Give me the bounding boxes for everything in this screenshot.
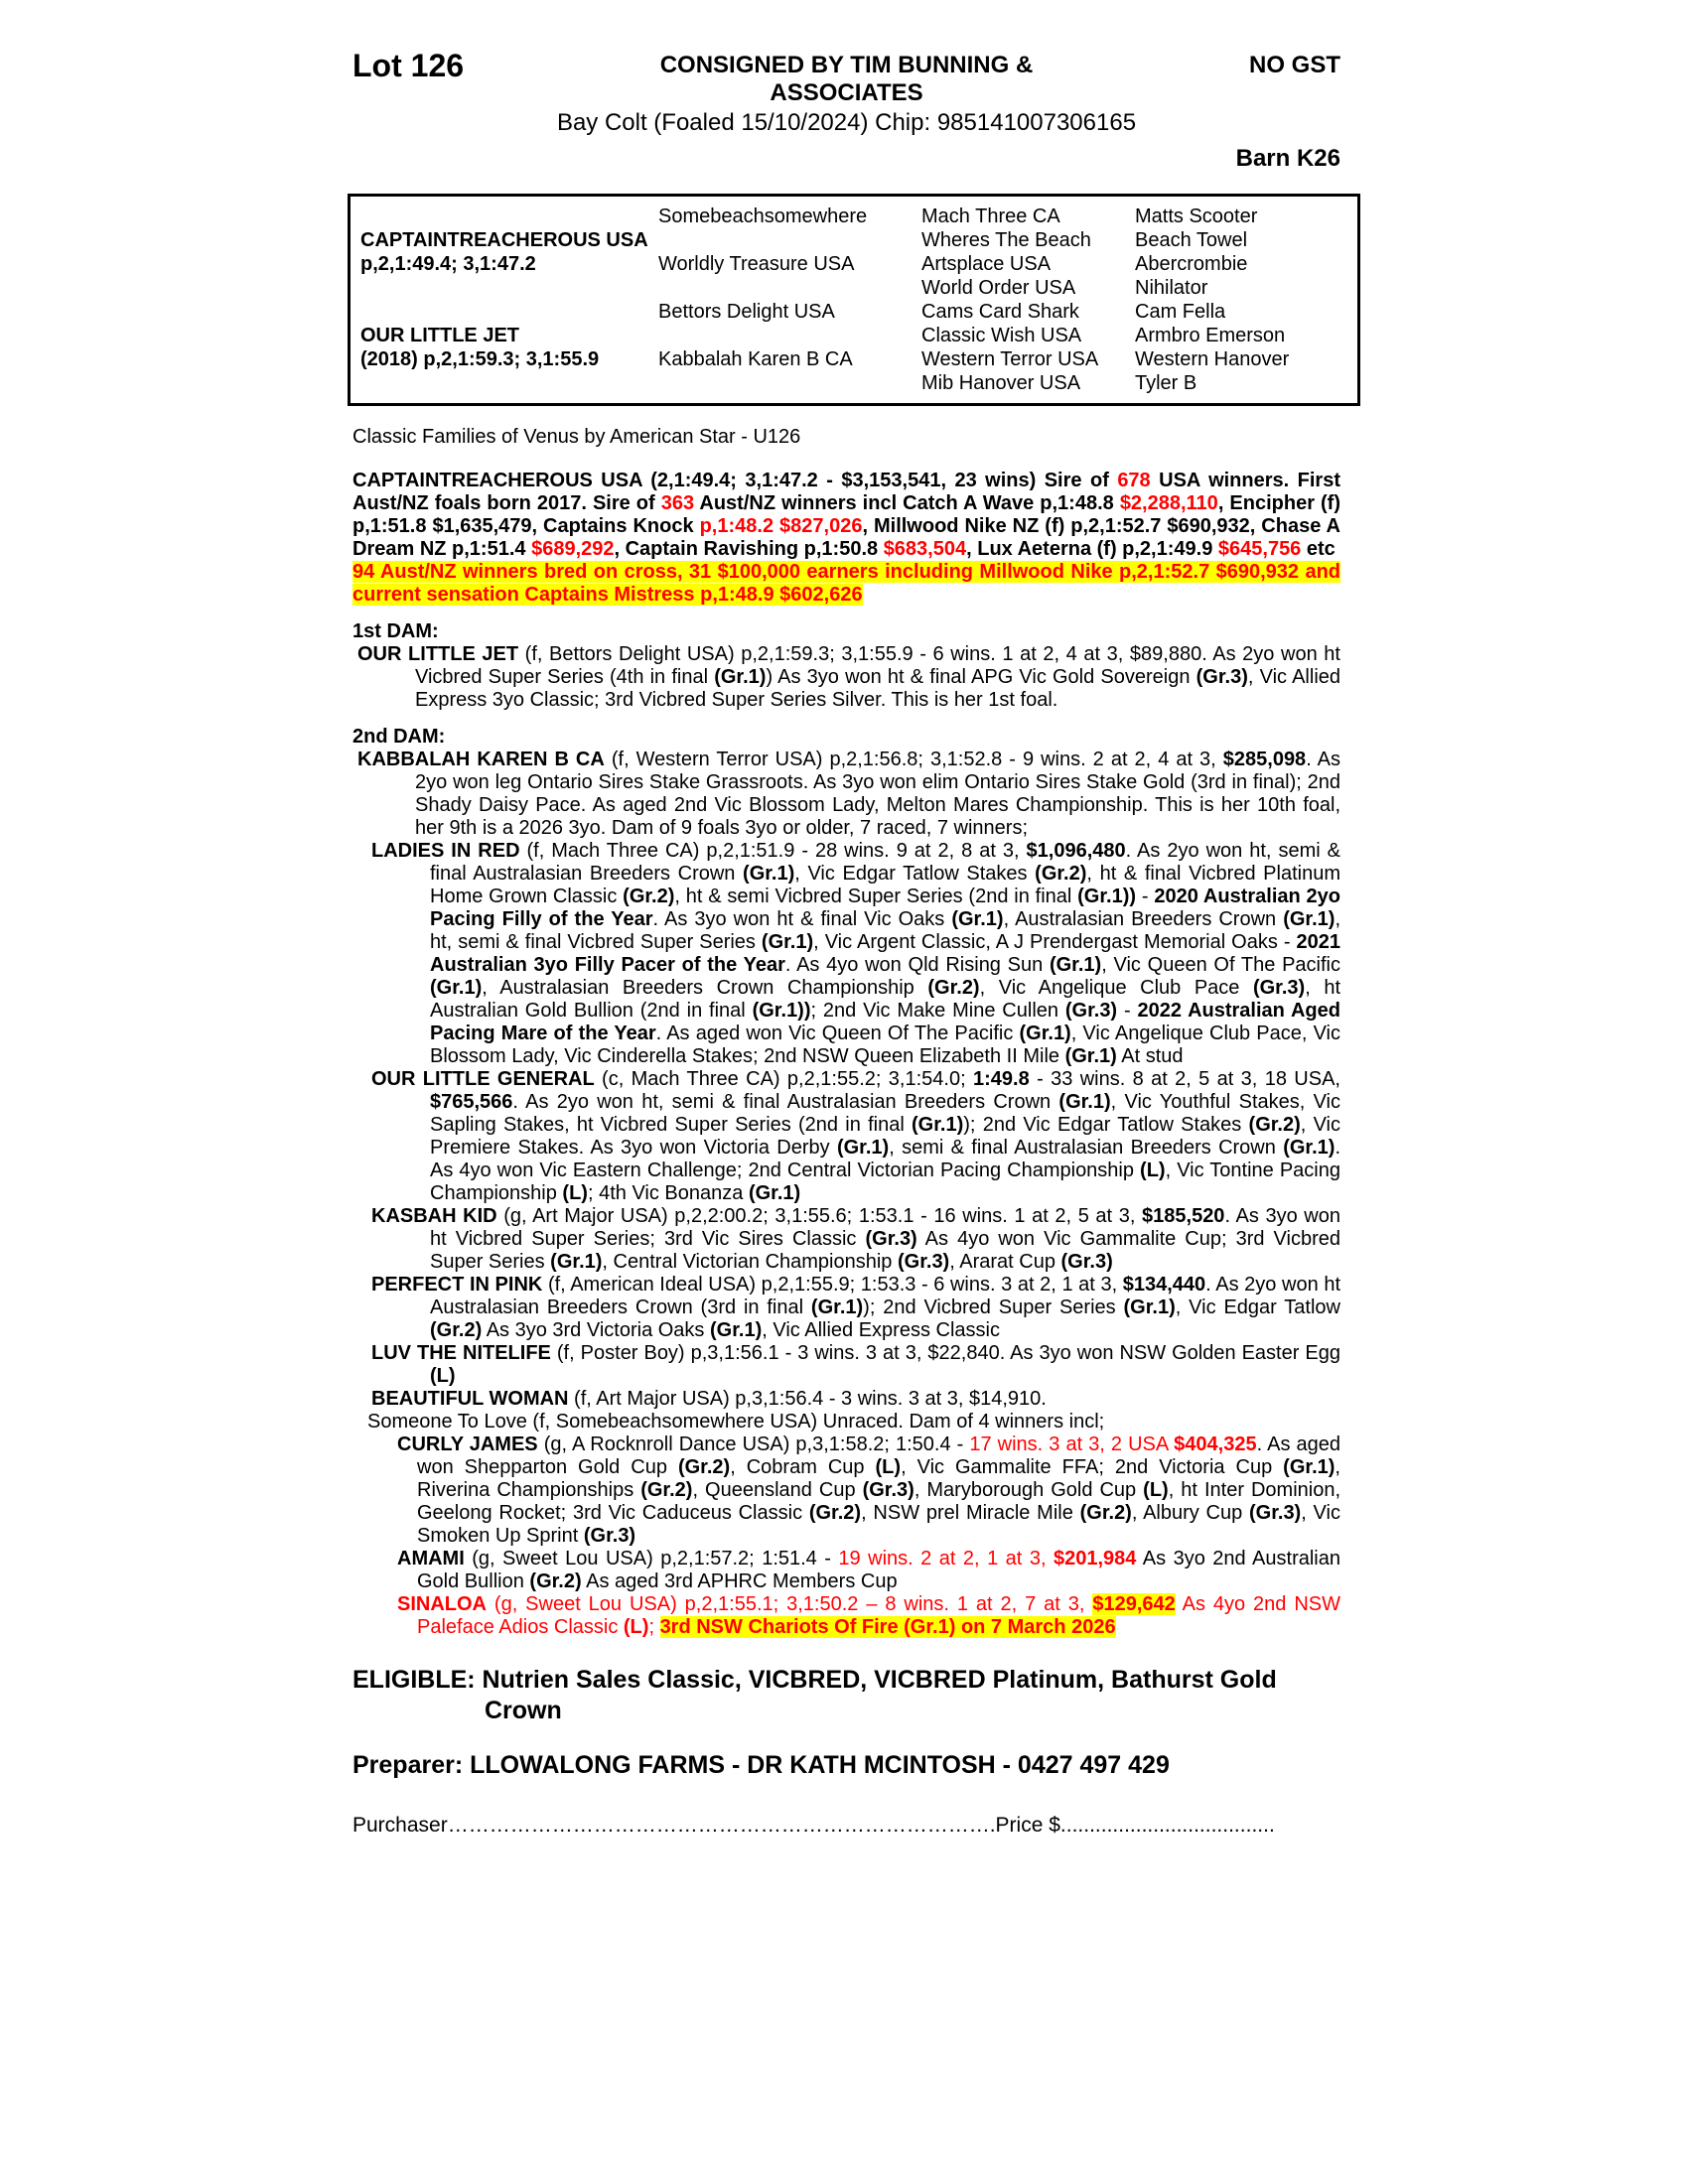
- pedigree-cell: Mib Hanover USA: [921, 372, 1081, 394]
- pedigree-cell: World Order USA: [921, 277, 1076, 299]
- entry-kasbah-kid: KASBAH KID (g, Art Major USA) p,2,2:00.2…: [371, 1205, 1341, 1273]
- pedigree-cell: Beach Towel: [1135, 229, 1248, 251]
- pedigree-cell: Nihilator: [1135, 277, 1208, 299]
- pedigree-table: Somebeachsomewhere Mach Three CA Matts S…: [348, 194, 1360, 406]
- sire-summary-paragraph: CAPTAINTREACHEROUS USA (2,1:49.4; 3,1:47…: [352, 470, 1340, 560]
- pedigree-cell: [658, 228, 921, 252]
- second-dam-heading: 2nd DAM:: [352, 726, 446, 748]
- pedigree-cell: Western Terror USA: [921, 348, 1099, 370]
- pedigree-cell-dam-record: (2018) p,2,1:59.3; 3,1:55.9: [360, 348, 600, 370]
- entry-curly-james: CURLY JAMES (g, A Rocknroll Dance USA) p…: [397, 1433, 1341, 1547]
- pedigree-cell: Classic Wish USA: [921, 325, 1082, 346]
- preparer-line: Preparer: LLOWALONG FARMS - DR KATH MCIN…: [352, 1751, 1170, 1779]
- pedigree-cell: [360, 205, 658, 228]
- pedigree-cell: Kabbalah Karen B CA: [658, 348, 853, 370]
- foal-description: Bay Colt (Foaled 15/10/2024) Chip: 98514…: [556, 109, 1137, 136]
- first-dam-heading: 1st DAM:: [352, 620, 439, 642]
- pedigree-cell: Abercrombie: [1135, 253, 1248, 275]
- entry-our-little-jet: OUR LITTLE JET (f, Bettors Delight USA) …: [357, 643, 1341, 711]
- pedigree-cell: Mach Three CA: [921, 205, 1060, 227]
- pedigree-cell: Somebeachsomewhere: [658, 205, 868, 227]
- pedigree-cell-sire-name: CAPTAINTREACHEROUS USA: [360, 229, 648, 251]
- family-line: Classic Families of Venus by American St…: [352, 426, 801, 448]
- pedigree-cell: Cam Fella: [1135, 301, 1226, 323]
- pedigree-cell: [360, 300, 658, 324]
- eligibility-line: ELIGIBLE: Nutrien Sales Classic, VICBRED…: [352, 1666, 1277, 1724]
- pedigree-cell: Bettors Delight USA: [658, 301, 835, 323]
- entry-kabbalah-karen: KABBALAH KAREN B CA (f, Western Terror U…: [357, 749, 1340, 839]
- pedigree-cell: Western Hanover: [1135, 348, 1290, 370]
- pedigree-cell: [658, 371, 921, 395]
- catalog-page: Lot 126 CONSIGNED BY TIM BUNNING & ASSOC…: [348, 48, 1360, 1838]
- entry-beautiful-woman: BEAUTIFUL WOMAN (f, Art Major USA) p,3,1…: [371, 1388, 1047, 1410]
- pedigree-cell: Wheres The Beach: [921, 229, 1091, 251]
- lot-number: Lot 126: [352, 48, 465, 83]
- pedigree-cell: Matts Scooter: [1135, 205, 1258, 227]
- pedigree-cell: Worldly Treasure USA: [658, 253, 855, 275]
- pedigree-cell: [360, 276, 658, 300]
- pedigree-cell-sire-record: p,2,1:49.4; 3,1:47.2: [360, 253, 536, 275]
- entry-perfect-in-pink: PERFECT IN PINK (f, American Ideal USA) …: [371, 1274, 1340, 1341]
- pedigree-cell: [658, 276, 921, 300]
- pedigree-cell: Artsplace USA: [921, 253, 1052, 275]
- pedigree-cell: [360, 371, 658, 395]
- entry-someone-to-love: Someone To Love (f, Somebeachsomewhere U…: [367, 1411, 1105, 1433]
- gst-status: NO GST: [1248, 52, 1340, 78]
- pedigree-cell-dam-name: OUR LITTLE JET: [360, 325, 519, 346]
- entry-sinaloa: SINALOA (g, Sweet Lou USA) p,2,1:55.1; 3…: [397, 1593, 1340, 1638]
- pedigree-cell: Tyler B: [1135, 372, 1197, 394]
- entry-luv-the-nitelife: LUV THE NITELIFE (f, Poster Boy) p,3,1:5…: [371, 1342, 1340, 1387]
- barn-number: Barn K26: [1235, 145, 1340, 172]
- pedigree-cell: Armbro Emerson: [1135, 325, 1286, 346]
- entry-amami: AMAMI (g, Sweet Lou USA) p,2,1:57.2; 1:5…: [397, 1548, 1340, 1592]
- cross-highlight-paragraph: 94 Aust/NZ winners bred on cross, 31 $10…: [352, 561, 1340, 606]
- entry-our-little-general: OUR LITTLE GENERAL (c, Mach Three CA) p,…: [371, 1068, 1341, 1204]
- purchaser-price-line: Purchaser…………………………………………………………………….Pric…: [352, 1814, 1275, 1837]
- page-header: Lot 126 CONSIGNED BY TIM BUNNING & ASSOC…: [352, 48, 1340, 107]
- pedigree-cell: [658, 324, 921, 347]
- consignor-title: CONSIGNED BY TIM BUNNING & ASSOCIATES: [659, 52, 1034, 106]
- entry-ladies-in-red: LADIES IN RED (f, Mach Three CA) p,2,1:5…: [371, 840, 1341, 1067]
- pedigree-cell: Cams Card Shark: [921, 301, 1079, 323]
